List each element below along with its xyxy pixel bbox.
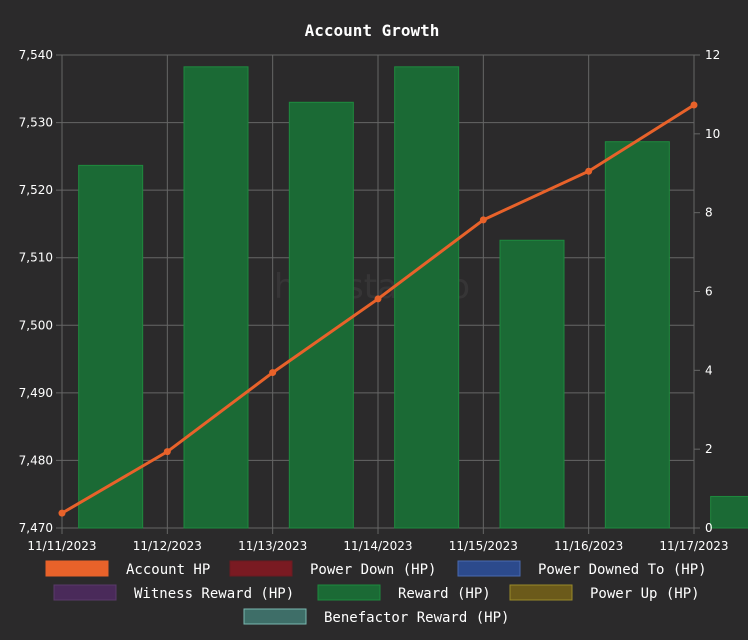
- y-right-tick-label: 10: [705, 127, 720, 141]
- x-tick-label: 11/17/2023: [659, 539, 728, 553]
- grid-lines: [56, 54, 700, 534]
- reward-bar: [78, 164, 144, 529]
- y-left-tick-label: 7,500: [19, 318, 53, 332]
- legend-swatch: [229, 560, 293, 577]
- reward-bar: [183, 66, 249, 529]
- y-right-tick-label: 8: [705, 206, 713, 220]
- legend-label: Account HP: [126, 562, 210, 578]
- reward-bar: [710, 495, 748, 529]
- y-left-tick-label: 7,530: [19, 116, 53, 130]
- legend-swatch: [509, 584, 573, 601]
- y-left-tick-label: 7,520: [19, 183, 53, 197]
- legend-swatch: [457, 560, 521, 577]
- y-right-tick-label: 4: [705, 363, 713, 377]
- x-tick-label: 11/14/2023: [343, 539, 412, 553]
- x-tick-label: 11/11/2023: [27, 539, 96, 553]
- legend-swatch: [45, 560, 109, 577]
- account-hp-line: [58, 101, 698, 517]
- reward-bars: [78, 66, 748, 529]
- legend: Account HP Power Down (HP) Power Downed To…: [45, 560, 707, 626]
- account-hp-point: [374, 295, 382, 303]
- axis-labels: 7,470 7,480 7,490 7,500 7,510 7,520 7,530 7,540…: [19, 48, 729, 553]
- account-hp-point: [690, 101, 698, 109]
- account-hp-point: [163, 448, 171, 456]
- legend-label: Power Down (HP): [310, 562, 436, 578]
- y-right-tick-label: 0: [705, 521, 713, 535]
- reward-bar: [604, 141, 670, 529]
- reward-bar: [499, 239, 565, 529]
- y-left-tick-label: 7,490: [19, 386, 53, 400]
- legend-label: Power Up (HP): [590, 586, 700, 602]
- x-tick-label: 11/13/2023: [238, 539, 307, 553]
- legend-label: Power Downed To (HP): [538, 562, 707, 578]
- account-hp-point: [479, 216, 487, 224]
- legend-label: Reward (HP): [398, 586, 491, 602]
- x-tick-label: 11/12/2023: [133, 539, 202, 553]
- y-right-tick-label: 12: [705, 48, 720, 62]
- y-left-tick-label: 7,540: [19, 48, 53, 62]
- y-left-tick-label: 7,510: [19, 251, 53, 265]
- y-right-tick-label: 6: [705, 285, 713, 299]
- account-hp-point: [585, 167, 593, 175]
- x-tick-label: 11/16/2023: [554, 539, 623, 553]
- y-left-tick-label: 7,470: [19, 521, 53, 535]
- account-hp-point: [58, 509, 66, 517]
- legend-swatch: [243, 608, 307, 625]
- legend-swatch: [53, 584, 117, 601]
- legend-label: Benefactor Reward (HP): [324, 610, 509, 626]
- legend-label: Witness Reward (HP): [134, 586, 294, 602]
- y-right-tick-label: 2: [705, 442, 713, 456]
- chart-title: Account Growth: [305, 21, 440, 40]
- reward-bar: [394, 66, 460, 529]
- y-left-tick-label: 7,480: [19, 453, 53, 467]
- reward-bar: [288, 101, 354, 529]
- x-tick-label: 11/15/2023: [449, 539, 518, 553]
- legend-swatch: [317, 584, 381, 601]
- account-hp-point: [269, 369, 277, 377]
